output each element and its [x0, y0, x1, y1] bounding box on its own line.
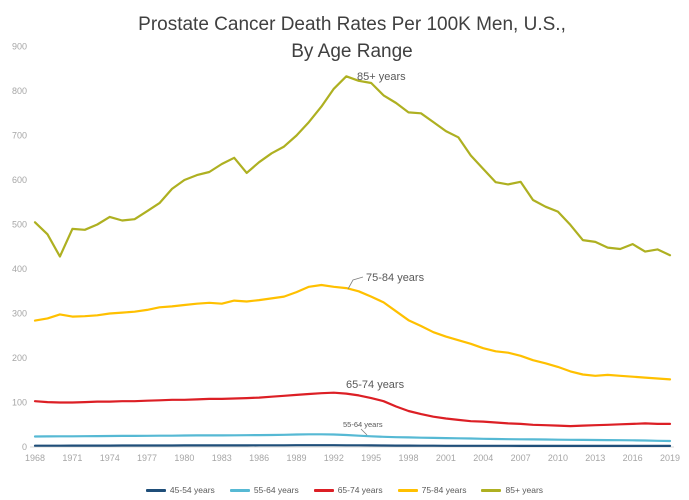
y-tick-label-600: 600 — [12, 175, 27, 185]
x-tick-label-2016: 2016 — [623, 453, 643, 463]
x-tick-label-1989: 1989 — [286, 453, 306, 463]
legend-swatch — [313, 488, 334, 492]
series-line-55-64-years — [33, 433, 672, 443]
y-axis: 0 100 200 300 400 500 600 700 800 900 — [12, 42, 27, 453]
x-axis: 1968 1971 1974 1977 1980 1983 1986 1989 1992 1995… — [25, 446, 680, 463]
y-tick-label-500: 500 — [12, 220, 27, 230]
series-line-65-74-years — [33, 391, 672, 428]
y-tick-label-200: 200 — [12, 353, 27, 363]
legend-swatch — [229, 488, 250, 492]
legend-label: 85+ years — [505, 485, 544, 495]
y-tick-label-400: 400 — [12, 264, 27, 274]
annotation-leader-55-64-years — [360, 428, 368, 436]
x-tick-label-1974: 1974 — [100, 453, 120, 463]
x-tick-label-2013: 2013 — [585, 453, 605, 463]
annotation-75-84-years: 75-84 years — [366, 272, 425, 284]
annotation-55-64-years: 55-64 years — [343, 420, 383, 429]
x-tick-label-2004: 2004 — [473, 453, 493, 463]
x-tick-label-1986: 1986 — [249, 453, 269, 463]
series-line-75-84-years — [33, 283, 672, 381]
legend: 45-54 years 55-64 years 65-74 years 75-84 y… — [0, 485, 689, 495]
legend-label: 75-84 years — [421, 485, 467, 495]
annotation-65-74-years: 65-74 years — [346, 379, 405, 391]
x-tick-label-1992: 1992 — [324, 453, 344, 463]
y-tick-label-700: 700 — [12, 131, 27, 141]
x-tick-label-1971: 1971 — [62, 453, 82, 463]
legend-label: 45-54 years — [169, 485, 215, 495]
x-tick-label-1998: 1998 — [399, 453, 419, 463]
y-tick-label-800: 800 — [12, 86, 27, 96]
x-tick-label-1968: 1968 — [25, 453, 45, 463]
series-line-85+-years — [33, 75, 672, 258]
legend-label: 55-64 years — [253, 485, 299, 495]
legend-item-45-54-years: 45-54 years — [145, 485, 215, 495]
series-lines — [33, 75, 672, 447]
legend-item-85+-years: 85+ years — [481, 485, 543, 495]
annotation-85+-years: 85+ years — [357, 71, 406, 83]
x-tick-label-2019: 2019 — [660, 453, 680, 463]
x-tick-label-1980: 1980 — [174, 453, 194, 463]
y-tick-label-100: 100 — [12, 398, 27, 408]
legend-item-75-84-years: 75-84 years — [397, 485, 467, 495]
x-tick-label-1995: 1995 — [361, 453, 381, 463]
legend-swatch — [145, 488, 166, 492]
x-tick-label-2010: 2010 — [548, 453, 568, 463]
x-tick-label-2007: 2007 — [511, 453, 531, 463]
legend-item-55-64-years: 55-64 years — [229, 485, 299, 495]
chart-title-line2: By Age Range — [291, 41, 412, 62]
annotation-leader-75-84-years — [347, 276, 364, 290]
legend-item-65-74-years: 65-74 years — [313, 485, 383, 495]
legend-swatch — [397, 488, 418, 492]
prostate-death-rate-line-chart: Prostate Cancer Death Rates Per 100K Men… — [12, 14, 680, 463]
chart-title-line1: Prostate Cancer Death Rates Per 100K Men… — [138, 14, 566, 35]
x-tick-label-1983: 1983 — [212, 453, 232, 463]
y-tick-label-0: 0 — [22, 442, 27, 452]
y-tick-label-900: 900 — [12, 42, 27, 52]
annotations: 85+ years 75-84 years 65-74 years 55-64 yea… — [343, 71, 425, 436]
legend-swatch — [481, 488, 502, 492]
x-tick-label-1977: 1977 — [137, 453, 157, 463]
series-line-45-54-years — [33, 444, 672, 447]
y-tick-label-300: 300 — [12, 309, 27, 319]
x-tick-label-2001: 2001 — [436, 453, 456, 463]
legend-label: 65-74 years — [337, 485, 383, 495]
